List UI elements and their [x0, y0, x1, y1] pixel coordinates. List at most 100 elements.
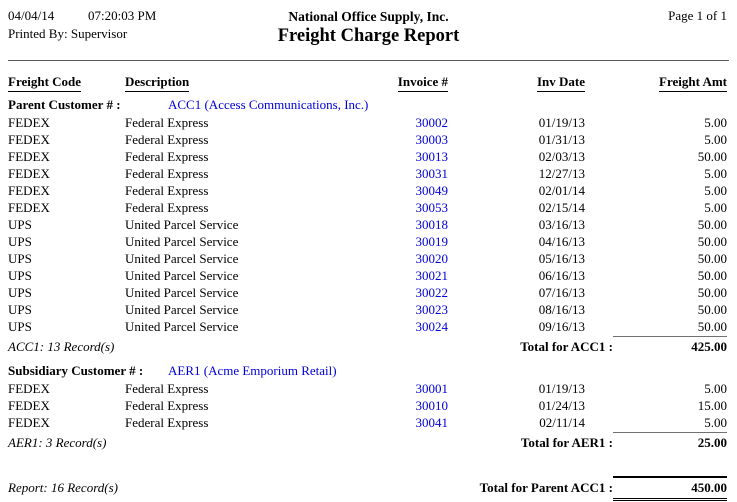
cell-description: Federal Express [125, 381, 209, 396]
column-header-description: Description [125, 74, 375, 92]
cell-freight-amt: 50.00 [697, 285, 727, 300]
cell-invoice-link[interactable]: 30021 [415, 268, 449, 283]
cell-freight-amt: 50.00 [697, 302, 727, 317]
report-body: Parent Customer # : ACC1 (Access Communic… [0, 96, 737, 451]
cell-description: United Parcel Service [125, 302, 239, 317]
cell-description: Federal Express [125, 200, 209, 215]
cell-invoice-link[interactable]: 30002 [415, 115, 449, 130]
cell-inv-date: 01/19/13 [538, 115, 585, 130]
report-title: Freight Charge Report [277, 26, 460, 46]
cell-invoice-link[interactable]: 30023 [415, 302, 449, 317]
customer-link[interactable]: ACC1 (Access Communications, Inc.) [168, 97, 369, 112]
grand-total-amount: 450.00 [613, 476, 727, 498]
cell-inv-date: 02/01/14 [538, 183, 585, 198]
section-summary-row: AER1: 3 Record(s) Total for AER1 :25.00 [0, 431, 737, 451]
cell-invoice-link[interactable]: 30019 [415, 234, 449, 249]
cell-freight-code: FEDEX [8, 415, 50, 430]
column-header-invoice: Invoice # [375, 74, 448, 92]
customer-group-row: Subsidiary Customer # : AER1 (Acme Empori… [0, 362, 737, 380]
table-row: FEDEX Federal Express 30053 02/15/14 5.00 [0, 199, 737, 216]
table-row: FEDEX Federal Express 30041 02/11/14 5.00 [0, 414, 737, 431]
cell-freight-amt: 50.00 [697, 268, 727, 283]
print-time: 07:20:03 PM [88, 8, 157, 23]
cell-freight-code: FEDEX [8, 132, 50, 147]
cell-inv-date: 01/19/13 [538, 381, 585, 396]
print-datetime: 04/04/14 07:20:03 PM [8, 8, 156, 24]
grand-total-label: Total for Parent ACC1 : [479, 480, 613, 495]
customer-link[interactable]: AER1 (Acme Emporium Retail) [168, 363, 337, 378]
grand-underline-row [0, 495, 737, 501]
cell-invoice-link[interactable]: 30022 [415, 285, 449, 300]
cell-freight-code: UPS [8, 302, 32, 317]
grand-summary-row: Report: 16 Record(s) Total for Parent AC… [0, 475, 737, 495]
section-total-amount: 25.00 [613, 432, 727, 453]
cell-freight-code: UPS [8, 268, 32, 283]
section-summary-row: ACC1: 13 Record(s) Total for ACC1 :425.00 [0, 335, 737, 355]
cell-inv-date: 12/27/13 [538, 166, 585, 181]
cell-invoice-link[interactable]: 30018 [415, 217, 449, 232]
cell-description: Federal Express [125, 415, 209, 430]
section-record-count: ACC1: 13 Record(s) [8, 339, 115, 354]
cell-invoice-link[interactable]: 30041 [415, 415, 449, 430]
cell-inv-date: 02/15/14 [538, 200, 585, 215]
cell-invoice-link[interactable]: 30003 [415, 132, 449, 147]
report-header: 04/04/14 07:20:03 PM Printed By: Supervis… [0, 0, 737, 56]
cell-description: United Parcel Service [125, 251, 239, 266]
cell-freight-amt: 5.00 [704, 183, 727, 198]
cell-inv-date: 01/31/13 [538, 132, 585, 147]
cell-freight-code: FEDEX [8, 183, 50, 198]
cell-freight-amt: 50.00 [697, 149, 727, 164]
table-row: FEDEX Federal Express 30013 02/03/13 50.00 [0, 148, 737, 165]
cell-freight-code: UPS [8, 251, 32, 266]
cell-freight-amt: 5.00 [704, 166, 727, 181]
cell-description: Federal Express [125, 166, 209, 181]
cell-invoice-link[interactable]: 30020 [415, 251, 449, 266]
section-total-label: Total for ACC1 : [520, 339, 613, 354]
cell-invoice-link[interactable]: 30024 [415, 319, 449, 334]
cell-invoice-link[interactable]: 30001 [415, 381, 449, 396]
cell-freight-code: UPS [8, 319, 32, 334]
header-rule [8, 60, 729, 61]
table-row: UPS United Parcel Service 30020 05/16/13 50.… [0, 250, 737, 267]
cell-inv-date: 07/16/13 [538, 285, 585, 300]
cell-freight-code: UPS [8, 234, 32, 249]
cell-freight-code: FEDEX [8, 398, 50, 413]
cell-freight-amt: 5.00 [704, 200, 727, 215]
cell-description: Federal Express [125, 115, 209, 130]
section-record-count: AER1: 3 Record(s) [8, 435, 107, 450]
cell-description: United Parcel Service [125, 217, 239, 232]
cell-inv-date: 02/11/14 [539, 415, 585, 430]
cell-inv-date: 05/16/13 [538, 251, 585, 266]
cell-description: Federal Express [125, 149, 209, 164]
cell-description: United Parcel Service [125, 234, 239, 249]
cell-freight-code: FEDEX [8, 381, 50, 396]
cell-description: United Parcel Service [125, 319, 239, 334]
section-total-label: Total for AER1 : [520, 435, 613, 450]
table-row: UPS United Parcel Service 30022 07/16/13 50.… [0, 284, 737, 301]
table-row: UPS United Parcel Service 30023 08/16/13 50.… [0, 301, 737, 318]
cell-freight-code: FEDEX [8, 200, 50, 215]
cell-invoice-link[interactable]: 30010 [415, 398, 449, 413]
section-total-amount: 425.00 [613, 336, 727, 357]
table-row: UPS United Parcel Service 30021 06/16/13 50.… [0, 267, 737, 284]
cell-invoice-link[interactable]: 30049 [415, 183, 449, 198]
table-row: FEDEX Federal Express 30049 02/01/14 5.00 [0, 182, 737, 199]
table-row: FEDEX Federal Express 30003 01/31/13 5.00 [0, 131, 737, 148]
cell-freight-code: UPS [8, 285, 32, 300]
cell-invoice-link[interactable]: 30013 [415, 149, 449, 164]
cell-inv-date: 08/16/13 [538, 302, 585, 317]
column-header-row: Freight Code Description Invoice # Inv D… [0, 74, 737, 93]
cell-inv-date: 04/16/13 [538, 234, 585, 249]
print-date: 04/04/14 [8, 8, 55, 23]
cell-invoice-link[interactable]: 30031 [415, 166, 449, 181]
table-row: UPS United Parcel Service 30024 09/16/13 50.… [0, 318, 737, 335]
cell-freight-amt: 50.00 [697, 319, 727, 334]
cell-inv-date: 01/24/13 [538, 398, 585, 413]
grand-double-underline [613, 498, 727, 501]
cell-freight-amt: 50.00 [697, 251, 727, 266]
cell-freight-amt: 5.00 [704, 415, 727, 430]
cell-freight-amt: 50.00 [697, 234, 727, 249]
grand-record-count: Report: 16 Record(s) [8, 480, 118, 495]
cell-invoice-link[interactable]: 30053 [415, 200, 449, 215]
